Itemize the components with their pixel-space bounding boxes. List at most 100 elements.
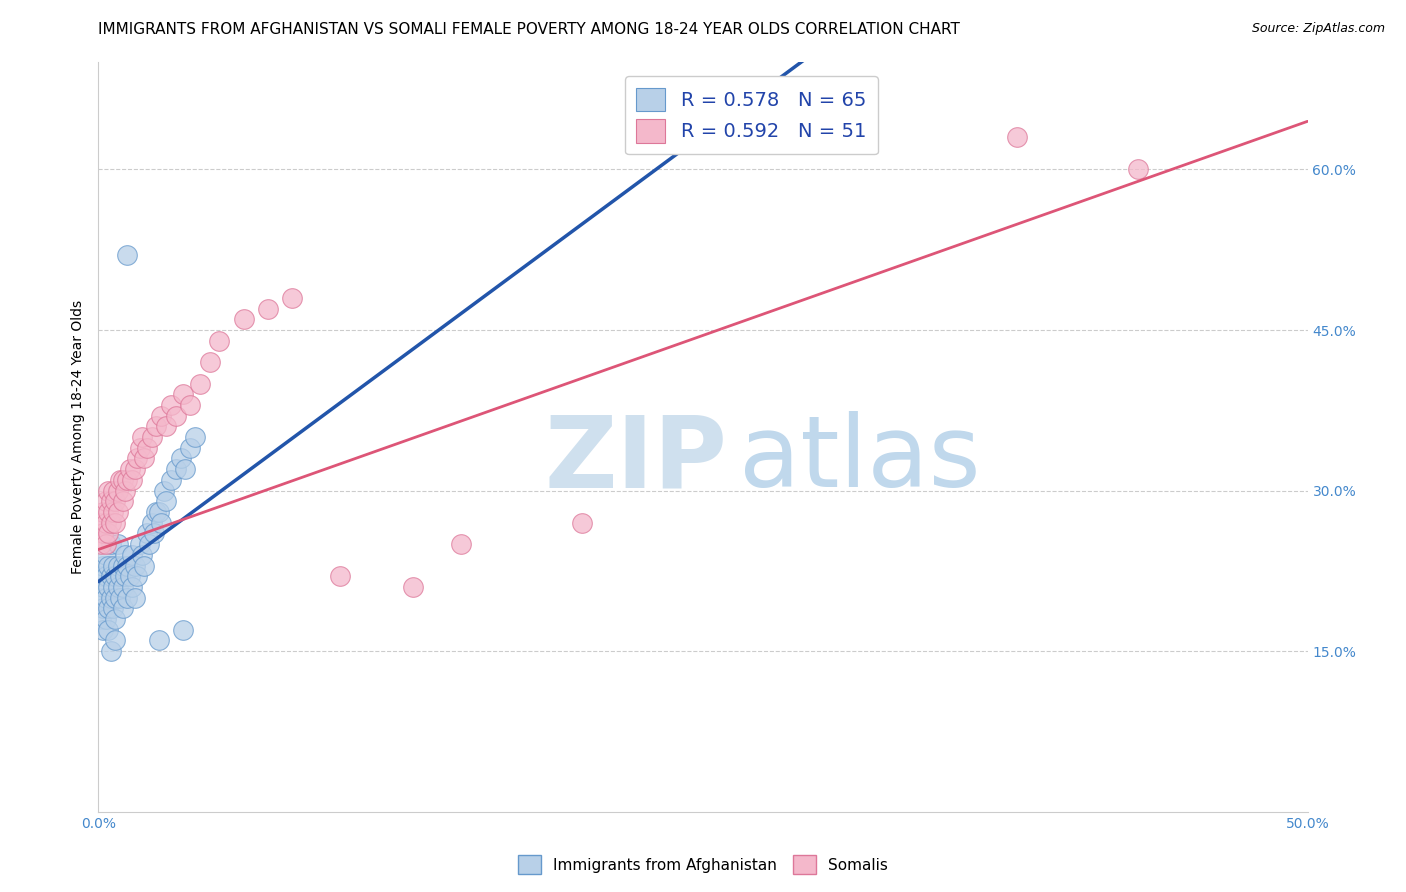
Point — [104, 633, 127, 648]
Legend: Immigrants from Afghanistan, Somalis: Immigrants from Afghanistan, Somalis — [512, 849, 894, 880]
Point — [198, 355, 221, 369]
Point — [94, 548, 117, 562]
Point — [97, 558, 120, 573]
Point — [101, 558, 124, 573]
Point — [104, 494, 127, 508]
Point — [188, 376, 211, 391]
Point — [97, 623, 120, 637]
Point — [94, 537, 117, 551]
Point — [100, 569, 122, 583]
Point — [94, 494, 117, 508]
Point — [138, 537, 160, 551]
Point — [91, 526, 114, 541]
Point — [184, 430, 207, 444]
Text: atlas: atlas — [740, 411, 981, 508]
Point — [141, 430, 163, 444]
Point — [114, 548, 136, 562]
Point — [91, 623, 114, 637]
Text: ZIP: ZIP — [544, 411, 727, 508]
Point — [256, 301, 278, 316]
Point — [94, 612, 117, 626]
Point — [94, 516, 117, 530]
Point — [104, 516, 127, 530]
Point — [127, 569, 149, 583]
Point — [152, 483, 174, 498]
Point — [117, 473, 139, 487]
Point — [174, 462, 197, 476]
Point — [111, 601, 134, 615]
Point — [143, 526, 166, 541]
Point — [91, 505, 114, 519]
Point — [179, 441, 201, 455]
Point — [165, 409, 187, 423]
Point — [101, 483, 124, 498]
Point — [117, 558, 139, 573]
Point — [134, 451, 156, 466]
Point — [155, 419, 177, 434]
Point — [179, 398, 201, 412]
Point — [1128, 162, 1150, 177]
Point — [108, 569, 131, 583]
Point — [160, 473, 183, 487]
Point — [107, 580, 129, 594]
Point — [107, 558, 129, 573]
Point — [131, 548, 153, 562]
Point — [165, 462, 187, 476]
Point — [94, 591, 117, 605]
Point — [135, 526, 157, 541]
Point — [90, 537, 112, 551]
Point — [100, 644, 122, 658]
Point — [100, 591, 122, 605]
Point — [1007, 130, 1029, 145]
Point — [172, 623, 194, 637]
Point — [94, 569, 117, 583]
Point — [145, 505, 167, 519]
Point — [402, 580, 425, 594]
Point — [90, 516, 112, 530]
Point — [90, 612, 112, 626]
Point — [150, 409, 173, 423]
Point — [97, 580, 120, 594]
Point — [91, 558, 114, 573]
Point — [97, 505, 120, 519]
Point — [101, 601, 124, 615]
Point — [111, 494, 134, 508]
Point — [97, 526, 120, 541]
Legend: R = 0.578   N = 65, R = 0.592   N = 51: R = 0.578 N = 65, R = 0.592 N = 51 — [624, 76, 879, 154]
Point — [118, 462, 141, 476]
Point — [91, 580, 114, 594]
Point — [128, 537, 150, 551]
Point — [172, 387, 194, 401]
Text: IMMIGRANTS FROM AFGHANISTAN VS SOMALI FEMALE POVERTY AMONG 18-24 YEAR OLDS CORRE: IMMIGRANTS FROM AFGHANISTAN VS SOMALI FE… — [98, 22, 960, 37]
Point — [148, 633, 170, 648]
Point — [135, 441, 157, 455]
Point — [104, 591, 127, 605]
Point — [131, 430, 153, 444]
Point — [121, 548, 143, 562]
Point — [169, 451, 191, 466]
Point — [160, 398, 183, 412]
Point — [101, 580, 124, 594]
Point — [117, 248, 139, 262]
Point — [90, 591, 112, 605]
Point — [104, 612, 127, 626]
Point — [121, 580, 143, 594]
Point — [124, 462, 146, 476]
Point — [111, 558, 134, 573]
Point — [101, 505, 124, 519]
Point — [232, 312, 254, 326]
Point — [141, 516, 163, 530]
Point — [91, 601, 114, 615]
Point — [117, 591, 139, 605]
Point — [114, 569, 136, 583]
Point — [134, 558, 156, 573]
Point — [150, 516, 173, 530]
Point — [97, 483, 120, 498]
Point — [114, 483, 136, 498]
Point — [107, 537, 129, 551]
Point — [124, 591, 146, 605]
Point — [208, 334, 231, 348]
Point — [127, 451, 149, 466]
Point — [108, 473, 131, 487]
Point — [118, 569, 141, 583]
